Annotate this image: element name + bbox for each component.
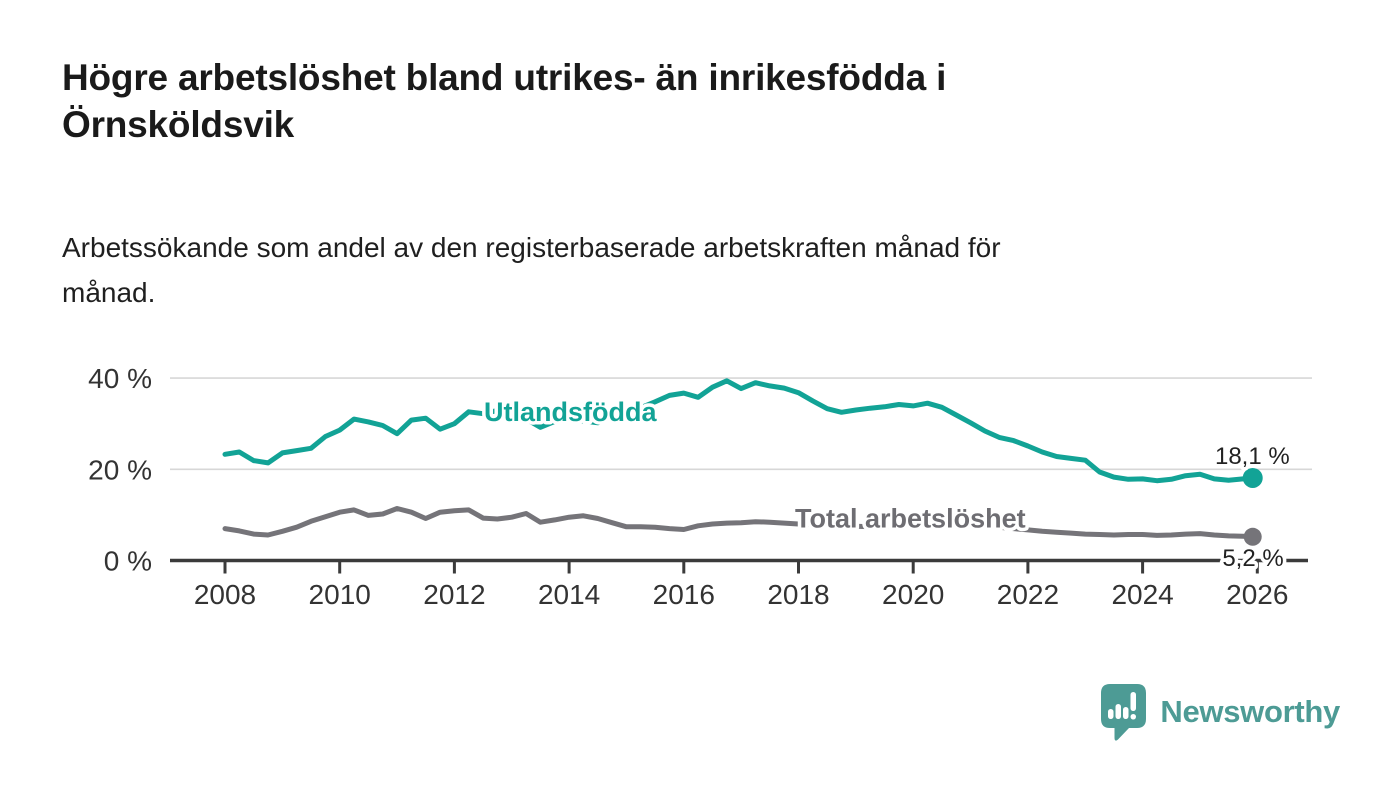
x-tick-label: 2024 xyxy=(1111,579,1173,610)
x-tick-label: 2018 xyxy=(767,579,829,610)
y-axis-labels: 0 % 20 % 40 % xyxy=(88,363,152,576)
series-path xyxy=(222,506,1256,540)
page-subtitle: Arbetssökande som andel av den registerb… xyxy=(62,232,1001,308)
x-tick-label: 2012 xyxy=(423,579,485,610)
y-tick-label: 0 % xyxy=(104,546,152,577)
newsworthy-logo-text: Newsworthy xyxy=(1160,694,1340,729)
series-path xyxy=(222,378,1256,484)
x-tick-label: 2022 xyxy=(997,579,1059,610)
x-axis: 2008 2010 2012 2014 2016 2018 2020 2022 2024 2026 xyxy=(170,558,1308,610)
x-tick-label: 2010 xyxy=(309,579,371,610)
gridlines xyxy=(170,377,1312,471)
page-title: Högre arbetslöshet bland utrikes- än inr… xyxy=(62,57,947,146)
x-tick-label: 2020 xyxy=(882,579,944,610)
x-tick-label: 2014 xyxy=(538,579,600,610)
endpoint-label: 18,1 % xyxy=(1215,443,1290,470)
bar-icon-2 xyxy=(1115,704,1122,719)
x-tick-label: 2016 xyxy=(653,579,715,610)
endpoint-label: 5,2 % xyxy=(1222,545,1283,572)
series-lines xyxy=(222,378,1263,546)
series-label: Utlandsfödda xyxy=(484,397,657,427)
bar-icon-1 xyxy=(1108,709,1114,719)
newsworthy-logo-icon xyxy=(1101,684,1147,741)
endpoint-dot xyxy=(1243,527,1262,546)
series-label: Total arbetslöshet xyxy=(795,504,1026,534)
y-tick-label: 20 % xyxy=(88,454,152,485)
newsworthy-logo: Newsworthy xyxy=(1100,683,1340,741)
line-chart: 2008 2010 2012 2014 2016 2018 2020 2022 2024 2026… xyxy=(88,363,1312,610)
series-annotations: 18,1 % Utlandsfödda 5,2 % Total arbetslöshe… xyxy=(480,393,1293,575)
exclamation-bar-icon xyxy=(1130,692,1137,711)
endpoint-dot xyxy=(1242,467,1263,488)
x-tick-label: 2008 xyxy=(194,579,256,610)
exclamation-dot-icon xyxy=(1130,714,1137,720)
y-tick-label: 40 % xyxy=(88,363,152,394)
bar-icon-3 xyxy=(1123,707,1129,719)
x-tick-label: 2026 xyxy=(1226,579,1288,610)
